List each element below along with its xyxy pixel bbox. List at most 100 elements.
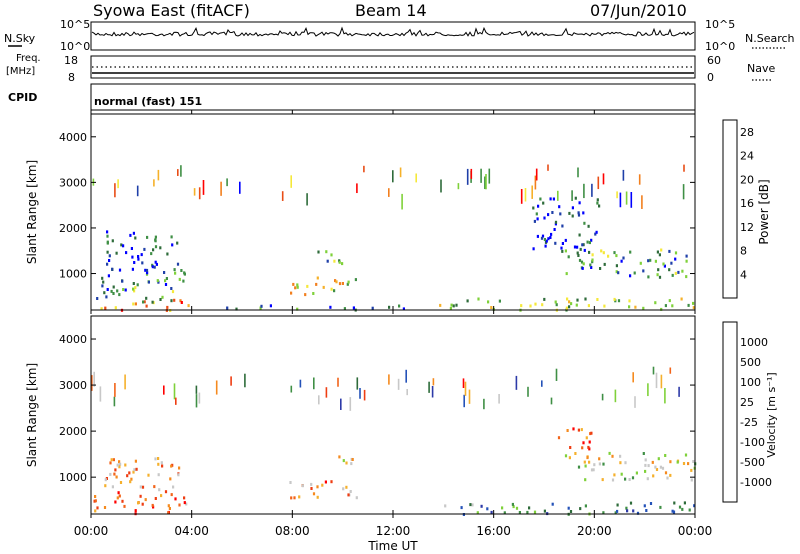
range-cell xyxy=(333,289,336,293)
range-cell xyxy=(590,468,594,472)
range-cell xyxy=(631,476,635,480)
range-cell xyxy=(583,460,586,464)
x-axis-label: Time UT xyxy=(367,539,418,553)
range-cell xyxy=(635,471,638,475)
range-cell xyxy=(108,254,111,258)
range-cell xyxy=(533,510,537,514)
range-cell xyxy=(397,378,400,390)
range-cell xyxy=(174,497,177,501)
xtick-label: 04:00 xyxy=(174,524,209,538)
range-cell xyxy=(440,179,442,193)
range-cell xyxy=(120,243,123,247)
range-cell xyxy=(644,458,647,462)
range-cell xyxy=(469,503,472,507)
range-cell xyxy=(244,373,246,388)
range-cell xyxy=(470,168,473,179)
colorbar-tick-label: -100 xyxy=(740,436,765,449)
range-cell xyxy=(118,460,121,464)
range-cell xyxy=(657,268,660,272)
range-cell xyxy=(198,187,201,200)
range-cell xyxy=(652,474,655,478)
range-cell xyxy=(607,254,610,258)
range-cell xyxy=(178,503,181,507)
range-cell xyxy=(139,485,142,489)
range-cell xyxy=(110,289,113,293)
range-cell xyxy=(137,255,140,258)
range-cell xyxy=(598,462,601,466)
ytick-label: 4000 xyxy=(59,333,87,346)
range-cell xyxy=(114,468,117,472)
range-cell xyxy=(624,477,627,481)
range-cell xyxy=(130,247,133,250)
range-cell xyxy=(173,268,176,272)
range-cell xyxy=(172,485,175,489)
range-cell xyxy=(569,510,573,513)
range-cell xyxy=(176,262,180,266)
range-cell xyxy=(677,270,680,274)
range-cell xyxy=(460,506,463,510)
range-cell xyxy=(629,274,632,278)
range-cell xyxy=(161,295,164,299)
range-cell xyxy=(515,375,518,390)
range-cell xyxy=(490,306,493,309)
range-cell xyxy=(352,306,355,310)
range-cell xyxy=(145,296,148,300)
range-cell xyxy=(651,460,654,464)
range-cell xyxy=(109,461,112,465)
range-cell xyxy=(524,188,527,202)
range-cell xyxy=(114,383,116,397)
range-cell xyxy=(636,511,640,515)
range-cell xyxy=(584,504,587,508)
freq-unit: [MHz] xyxy=(6,66,35,77)
range-cell xyxy=(587,304,590,308)
range-cell xyxy=(106,288,109,291)
range-cell xyxy=(536,234,539,238)
range-cell xyxy=(363,389,366,401)
range-cell xyxy=(628,299,631,303)
range-cell xyxy=(596,201,599,205)
range-cell xyxy=(625,191,628,205)
range-cell xyxy=(617,271,620,275)
range-cell xyxy=(608,451,611,455)
range-cell xyxy=(96,506,99,510)
range-cell xyxy=(160,461,163,465)
range-cell xyxy=(581,266,584,270)
range-cell xyxy=(290,385,293,393)
range-cell xyxy=(647,464,650,468)
range-cell xyxy=(101,276,104,280)
range-cell xyxy=(564,454,568,458)
range-cell xyxy=(144,268,147,272)
range-cell xyxy=(620,259,623,263)
range-cell xyxy=(584,297,587,301)
range-cell xyxy=(664,471,668,475)
range-cell xyxy=(463,394,465,408)
range-cell xyxy=(202,180,205,195)
range-cell xyxy=(674,251,678,255)
colorbar-tick-label: 8 xyxy=(740,245,747,258)
range-cell xyxy=(141,485,145,489)
range-cell xyxy=(313,377,315,390)
range-cell xyxy=(457,183,460,190)
range-cell xyxy=(159,246,162,250)
range-cell xyxy=(343,307,346,311)
range-cell xyxy=(170,299,173,303)
range-cell xyxy=(647,383,649,397)
range-cell xyxy=(468,389,471,404)
range-cell xyxy=(620,472,623,476)
range-cell xyxy=(178,466,181,470)
range-cell xyxy=(683,164,685,172)
range-cell xyxy=(520,304,523,308)
range-cell xyxy=(310,482,313,486)
range-cell xyxy=(346,282,349,286)
range-cell xyxy=(113,472,116,476)
range-cell xyxy=(685,254,688,258)
range-cell xyxy=(676,460,679,464)
range-cell xyxy=(613,297,616,301)
range-cell xyxy=(290,291,293,295)
ytick-label: 2000 xyxy=(59,425,87,438)
range-cell xyxy=(575,303,578,307)
range-cell xyxy=(132,231,135,235)
range-cell xyxy=(134,236,137,240)
cpid-value: normal (fast) 151 xyxy=(94,95,202,108)
range-cell xyxy=(561,224,564,228)
